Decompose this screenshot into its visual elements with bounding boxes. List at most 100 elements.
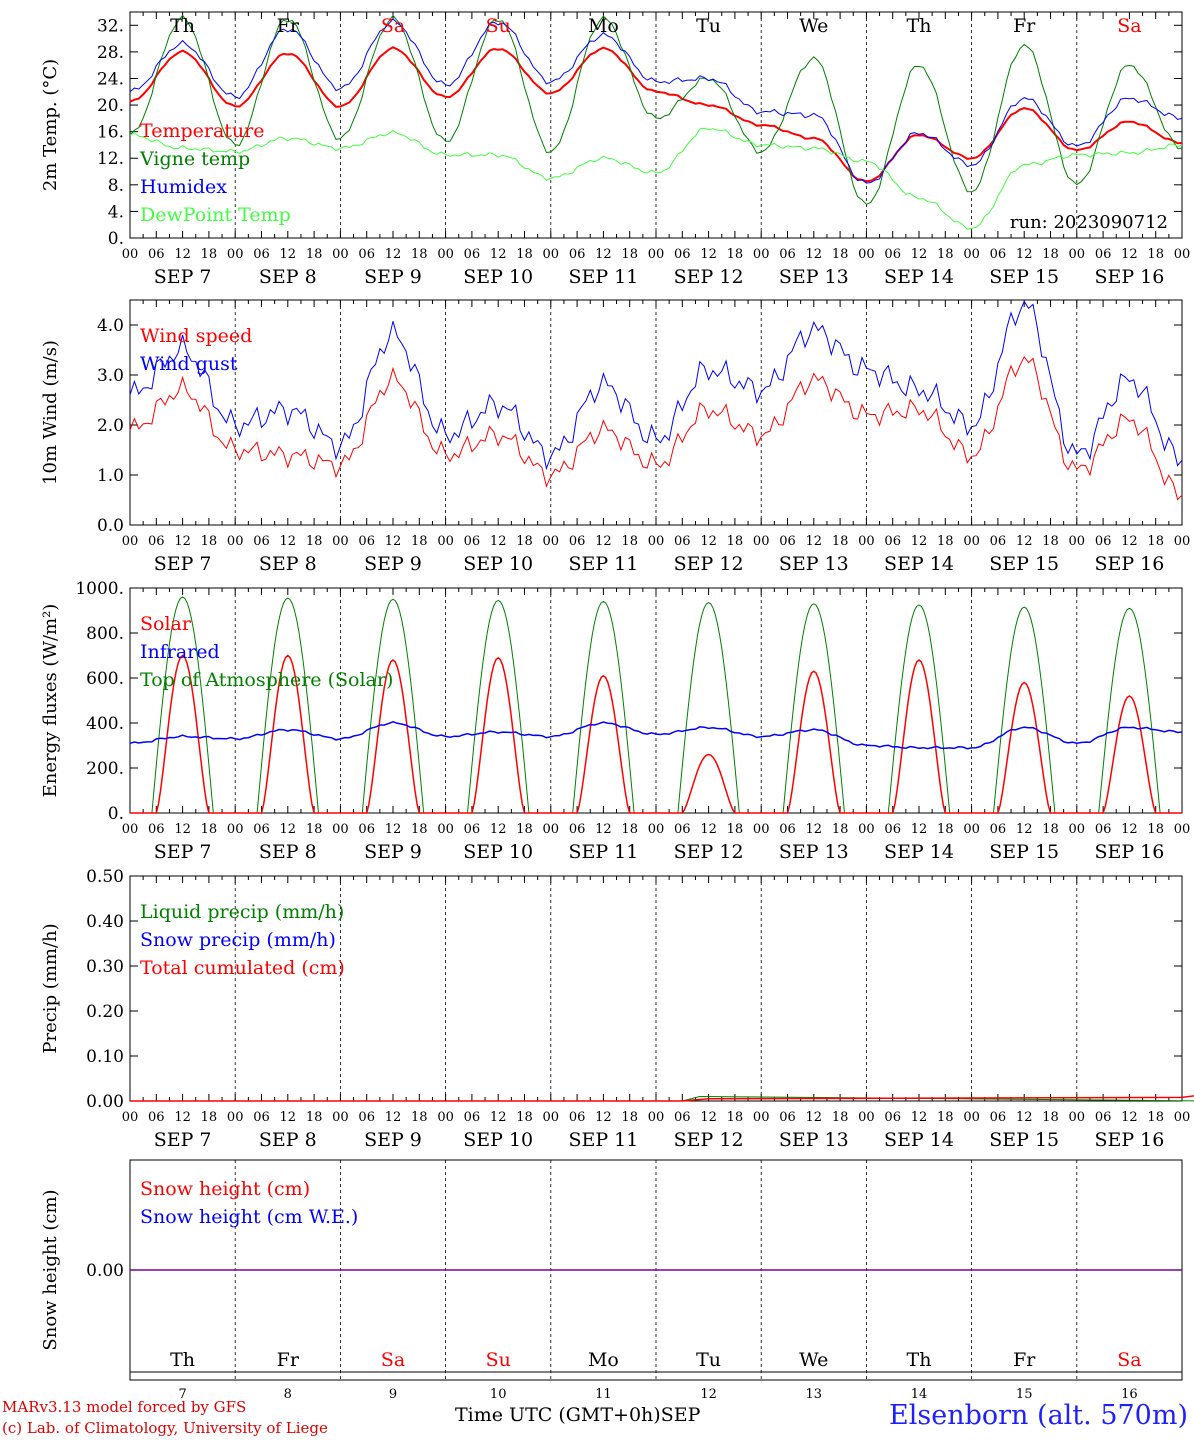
- hour-tick-label: 00: [963, 534, 980, 549]
- hour-tick-label: 06: [569, 534, 586, 549]
- hour-tick-label: 18: [1042, 822, 1059, 837]
- day-number-label: 13: [806, 1387, 823, 1402]
- hour-tick-label: 12: [806, 534, 823, 549]
- date-label: SEP 15: [989, 1129, 1059, 1151]
- date-label: SEP 11: [568, 266, 638, 288]
- hour-tick-label: 06: [464, 1110, 481, 1125]
- hour-tick-label: 12: [700, 534, 717, 549]
- hour-tick-label: 06: [148, 1110, 165, 1125]
- hour-tick-label: 18: [306, 1110, 323, 1125]
- y-tick-label: 0.10: [86, 1047, 124, 1067]
- weekday-label: Tu: [696, 15, 721, 37]
- hour-tick-label: 00: [858, 1110, 875, 1125]
- date-label: SEP 10: [463, 841, 533, 863]
- hour-tick-label: 06: [358, 247, 375, 262]
- legend-entry: Liquid precip (mm/h): [140, 901, 344, 923]
- date-label: SEP 11: [568, 1129, 638, 1151]
- hour-tick-label: 00: [1174, 534, 1191, 549]
- hour-tick-label: 12: [1016, 1110, 1033, 1125]
- series-line-humidex: [129, 18, 1183, 184]
- hour-tick-label: 12: [806, 1110, 823, 1125]
- hour-tick-label: 06: [569, 822, 586, 837]
- hour-tick-label: 00: [858, 822, 875, 837]
- hour-tick-label: 12: [1121, 534, 1138, 549]
- date-label: SEP 16: [1094, 1129, 1164, 1151]
- hour-tick-label: 18: [832, 247, 849, 262]
- hour-tick-label: 00: [227, 247, 244, 262]
- weekday-label: Th: [907, 1349, 932, 1371]
- y-tick-label: 0.00: [86, 1261, 124, 1281]
- y-tick-label: 0.20: [86, 1002, 124, 1022]
- hour-tick-label: 00: [1069, 534, 1086, 549]
- weekday-label: Mo: [588, 15, 619, 37]
- hour-tick-label: 12: [595, 247, 612, 262]
- station-name: Elsenborn (alt. 570m): [889, 1400, 1188, 1431]
- hour-tick-label: 12: [1121, 1110, 1138, 1125]
- series-line-liquid-precip-mm-h-: [682, 1095, 1194, 1102]
- weekday-label: Fr: [277, 1349, 300, 1371]
- legend-entry: Wind speed: [140, 325, 252, 347]
- hour-tick-label: 06: [253, 1110, 270, 1125]
- hour-tick-label: 18: [832, 534, 849, 549]
- hour-tick-label: 18: [1147, 822, 1164, 837]
- hour-tick-label: 12: [174, 1110, 191, 1125]
- y-tick-label: 600.: [86, 669, 124, 689]
- day-number-label: 11: [595, 1387, 612, 1402]
- date-label: SEP 14: [884, 553, 954, 575]
- model-credit: MARv3.13 model forced by GFS: [2, 1398, 247, 1416]
- series-line-infrared: [129, 720, 1183, 750]
- legend-entry: Total cumulated (cm): [140, 957, 345, 979]
- weekday-label: Fr: [1013, 15, 1036, 37]
- hour-tick-label: 06: [464, 822, 481, 837]
- weekday-label: Mo: [588, 1349, 619, 1371]
- hour-tick-label: 00: [753, 534, 770, 549]
- hour-tick-label: 18: [411, 534, 428, 549]
- legend-entry: Snow height (cm W.E.): [140, 1206, 358, 1228]
- date-label: SEP 11: [568, 841, 638, 863]
- hour-tick-label: 00: [332, 534, 349, 549]
- series-line-dewpoint-temp: [129, 127, 1183, 230]
- hour-tick-label: 00: [543, 822, 560, 837]
- legend-entry: Snow height (cm): [140, 1178, 310, 1200]
- hour-tick-label: 18: [727, 534, 744, 549]
- date-label: SEP 7: [154, 553, 212, 575]
- weekday-label: We: [799, 15, 828, 37]
- hour-tick-label: 00: [963, 822, 980, 837]
- hour-tick-label: 12: [490, 1110, 507, 1125]
- hour-tick-label: 06: [358, 1110, 375, 1125]
- y-tick-label: 4.: [108, 202, 124, 222]
- hour-tick-label: 00: [122, 247, 139, 262]
- hour-tick-label: 00: [1174, 1110, 1191, 1125]
- date-label: SEP 8: [259, 553, 317, 575]
- hour-tick-label: 18: [411, 1110, 428, 1125]
- hour-tick-label: 06: [569, 247, 586, 262]
- hour-tick-label: 00: [227, 1110, 244, 1125]
- hour-tick-label: 18: [1147, 247, 1164, 262]
- weekday-label: Su: [486, 1349, 511, 1371]
- hour-tick-label: 18: [306, 534, 323, 549]
- weekday-label: Th: [170, 1349, 195, 1371]
- hour-tick-label: 18: [621, 822, 638, 837]
- date-label: SEP 16: [1094, 266, 1164, 288]
- hour-tick-label: 12: [595, 1110, 612, 1125]
- date-label: SEP 8: [259, 841, 317, 863]
- hour-tick-label: 06: [990, 1110, 1007, 1125]
- date-label: SEP 16: [1094, 841, 1164, 863]
- y-tick-label: 400.: [86, 714, 124, 734]
- hour-tick-label: 06: [1095, 247, 1112, 262]
- hour-tick-label: 12: [1016, 822, 1033, 837]
- day-number-label: 15: [1016, 1387, 1033, 1402]
- legend-entry: Wind gust: [140, 353, 238, 375]
- hour-tick-label: 06: [464, 247, 481, 262]
- date-label: SEP 7: [154, 1129, 212, 1151]
- hour-tick-label: 18: [621, 247, 638, 262]
- date-label: SEP 12: [674, 1129, 744, 1151]
- hour-tick-label: 00: [122, 822, 139, 837]
- hour-tick-label: 18: [1042, 247, 1059, 262]
- hour-tick-label: 12: [490, 822, 507, 837]
- day-number-label: 7: [178, 1387, 186, 1402]
- hour-tick-label: 18: [516, 1110, 533, 1125]
- day-number-label: 9: [389, 1387, 397, 1402]
- y-axis-label: 10m Wind (m/s): [40, 340, 61, 485]
- hour-tick-label: 18: [516, 534, 533, 549]
